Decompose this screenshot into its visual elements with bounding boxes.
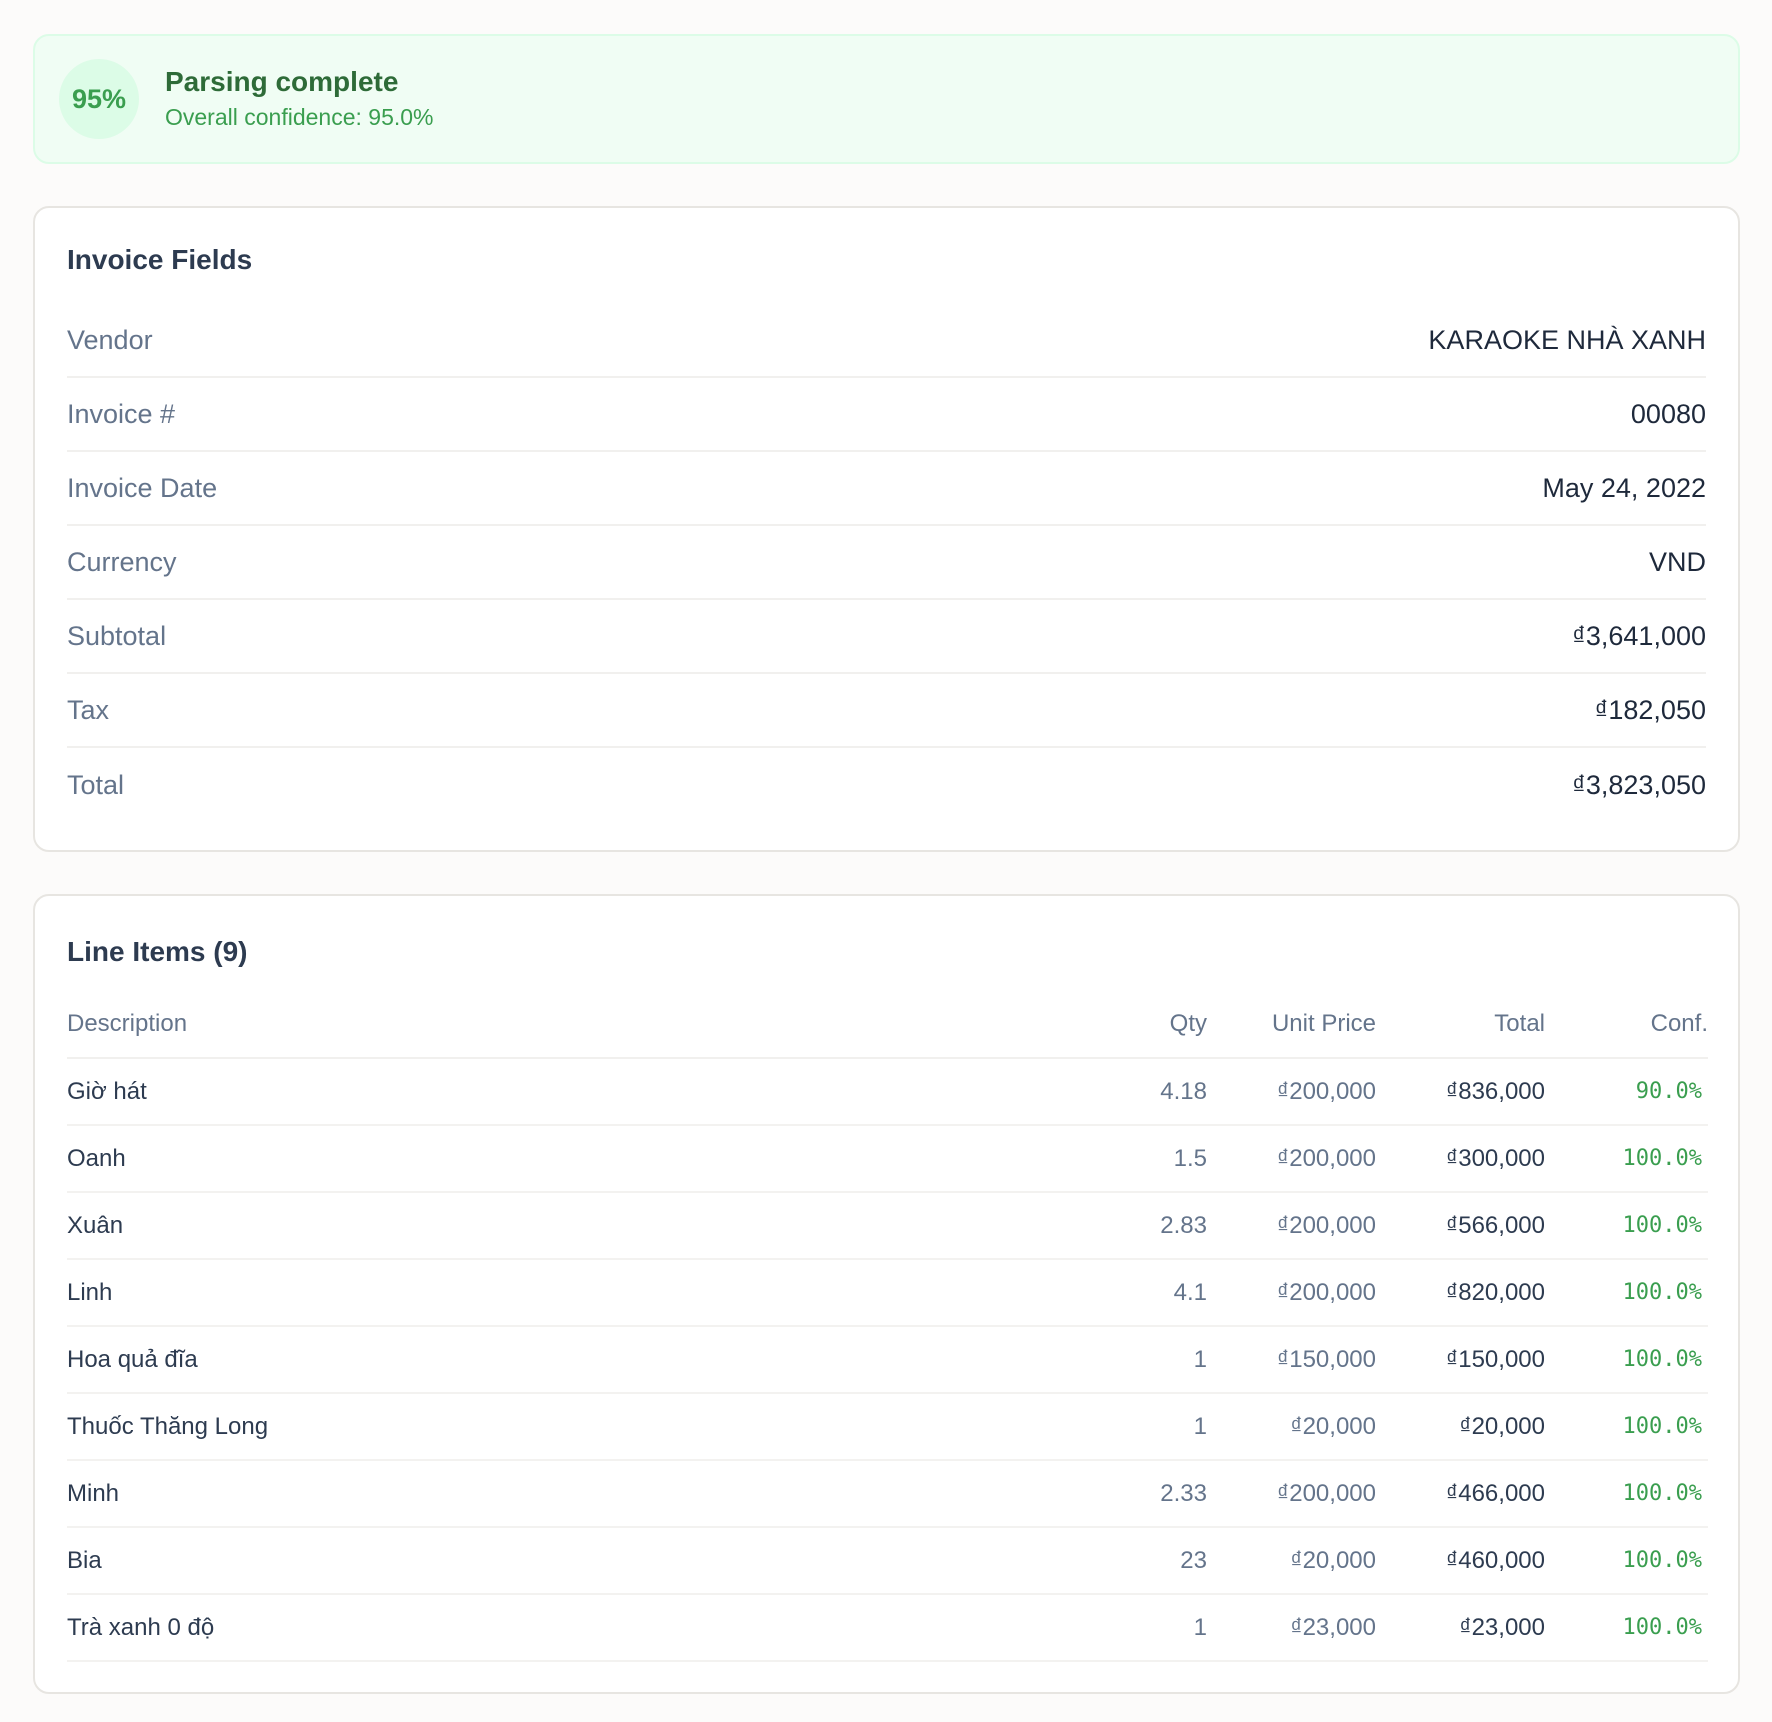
field-value: ₫3,641,000 [1572,620,1706,651]
item-qty: 4.1 [1067,1259,1207,1327]
item-total: ₫566,000 [1376,1192,1545,1260]
column-header-unit-price: Unit Price [1207,992,1376,1059]
item-confidence: 100.0% [1545,1527,1708,1595]
column-header-total: Total [1376,992,1545,1059]
item-qty: 1 [1067,1393,1207,1461]
field-row-vendor: Vendor KARAOKE NHÀ XANH [67,304,1706,378]
field-value: ₫182,050 [1594,694,1706,725]
item-qty: 23 [1067,1527,1207,1595]
item-unit-price: ₫20,000 [1207,1393,1376,1461]
item-qty: 1 [1067,1594,1207,1662]
item-total: ₫836,000 [1376,1058,1545,1126]
item-total: ₫466,000 [1376,1460,1545,1528]
item-qty: 4.18 [1067,1058,1207,1126]
field-value: KARAOKE NHÀ XANH [1428,324,1706,355]
item-description: Bia [67,1527,1067,1595]
banner-text: Parsing complete Overall confidence: 95.… [165,64,434,134]
table-row: Xuân 2.83 ₫200,000 ₫566,000 100.0% [67,1192,1708,1260]
item-description: Hoa quả đĩa [67,1326,1067,1394]
item-description: Minh [67,1460,1067,1528]
item-confidence: 100.0% [1545,1393,1708,1461]
field-label: Currency [67,546,177,577]
item-unit-price: ₫20,000 [1207,1527,1376,1595]
item-unit-price: ₫150,000 [1207,1326,1376,1394]
field-value: 00080 [1630,398,1706,429]
item-qty: 2.33 [1067,1460,1207,1528]
field-value: VND [1648,546,1706,577]
item-confidence: 100.0% [1545,1460,1708,1528]
item-total: ₫300,000 [1376,1125,1545,1193]
field-label: Vendor [67,324,153,355]
item-unit-price: ₫200,000 [1207,1125,1376,1193]
item-total: ₫150,000 [1376,1326,1545,1394]
invoice-field-list: Vendor KARAOKE NHÀ XANH Invoice # 00080 … [67,304,1706,822]
table-row: Hoa quả đĩa 1 ₫150,000 ₫150,000 100.0% [67,1326,1708,1394]
item-description: Linh [67,1259,1067,1327]
item-description: Giờ hát [67,1058,1067,1126]
field-row-total: Total ₫3,823,050 [67,748,1706,822]
field-row-subtotal: Subtotal ₫3,641,000 [67,600,1706,674]
item-qty: 1 [1067,1326,1207,1394]
field-row-currency: Currency VND [67,526,1706,600]
field-label: Total [67,769,125,800]
table-header-row: Description Qty Unit Price Total Conf. [67,992,1708,1059]
item-confidence: 100.0% [1545,1594,1708,1662]
parsing-status-banner: 95% Parsing complete Overall confidence:… [33,34,1740,164]
item-description: Xuân [67,1192,1067,1260]
table-row: Giờ hát 4.18 ₫200,000 ₫836,000 90.0% [67,1058,1708,1126]
item-description: Thuốc Thăng Long [67,1393,1067,1461]
field-label: Subtotal [67,620,167,651]
invoice-fields-title: Invoice Fields [67,244,253,275]
item-unit-price: ₫200,000 [1207,1192,1376,1260]
banner-subtitle: Overall confidence: 95.0% [165,104,434,130]
column-header-description: Description [67,992,1067,1059]
item-description: Trà xanh 0 độ [67,1594,1067,1662]
table-row: Minh 2.33 ₫200,000 ₫466,000 100.0% [67,1460,1708,1528]
item-unit-price: ₫200,000 [1207,1460,1376,1528]
field-label: Tax [67,694,110,725]
table-row: Thuốc Thăng Long 1 ₫20,000 ₫20,000 100.0… [67,1393,1708,1461]
item-confidence: 100.0% [1545,1326,1708,1394]
invoice-fields-card: Invoice Fields Vendor KARAOKE NHÀ XANH I… [33,206,1740,852]
banner-title: Parsing complete [165,66,399,97]
line-items-title: Line Items (9) [67,936,248,967]
item-qty: 2.83 [1067,1192,1207,1260]
table-row: Trà xanh 0 độ 1 ₫23,000 ₫23,000 100.0% [67,1594,1708,1662]
line-items-card: Line Items (9) Description Qty Unit Pric… [33,894,1740,1694]
item-qty: 1.5 [1067,1125,1207,1193]
item-confidence: 100.0% [1545,1192,1708,1260]
column-header-qty: Qty [1067,992,1207,1059]
item-confidence: 100.0% [1545,1125,1708,1193]
field-row-tax: Tax ₫182,050 [67,674,1706,748]
item-confidence: 100.0% [1545,1259,1708,1327]
column-header-conf: Conf. [1545,992,1708,1059]
field-value: ₫3,823,050 [1572,769,1706,800]
confidence-score: 95% [71,83,127,114]
item-total: ₫23,000 [1376,1594,1545,1662]
confidence-score-badge: 95% [59,59,139,139]
field-label: Invoice # [67,398,176,429]
item-unit-price: ₫200,000 [1207,1058,1376,1126]
table-row: Linh 4.1 ₫200,000 ₫820,000 100.0% [67,1259,1708,1327]
item-description: Oanh [67,1125,1067,1193]
item-total: ₫820,000 [1376,1259,1545,1327]
item-confidence: 90.0% [1545,1058,1708,1126]
item-unit-price: ₫23,000 [1207,1594,1376,1662]
table-row: Bia 23 ₫20,000 ₫460,000 100.0% [67,1527,1708,1595]
table-row: Oanh 1.5 ₫200,000 ₫300,000 100.0% [67,1125,1708,1193]
item-unit-price: ₫200,000 [1207,1259,1376,1327]
field-row-invoice-date: Invoice Date May 24, 2022 [67,452,1706,526]
item-total: ₫20,000 [1376,1393,1545,1461]
item-total: ₫460,000 [1376,1527,1545,1595]
line-items-table: Description Qty Unit Price Total Conf. G… [67,992,1708,1662]
field-row-invoice-number: Invoice # 00080 [67,378,1706,452]
field-label: Invoice Date [67,472,218,503]
field-value: May 24, 2022 [1542,472,1706,503]
